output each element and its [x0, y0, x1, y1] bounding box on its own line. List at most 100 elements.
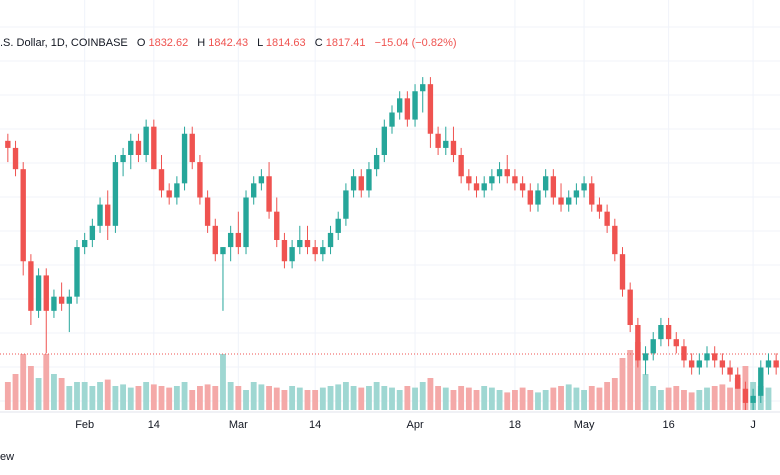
candle-body	[143, 126, 149, 155]
legend-c-value: 1817.41	[326, 37, 366, 49]
candle-body	[366, 169, 372, 191]
volume-bar	[327, 386, 334, 410]
candle	[443, 126, 449, 155]
candle-body	[97, 204, 103, 226]
volume-bar	[419, 382, 426, 410]
candle	[596, 197, 603, 219]
candle-body	[589, 183, 595, 205]
candle	[343, 183, 349, 226]
candle-body	[266, 176, 272, 212]
candle	[673, 332, 679, 354]
candle-body	[627, 289, 633, 325]
legend-change: −15.04 (−0.82%)	[375, 37, 457, 49]
volume-bar	[527, 390, 534, 410]
volume-bar	[197, 386, 203, 410]
candle-body	[166, 190, 172, 198]
candle-body	[151, 126, 157, 170]
candle	[504, 155, 510, 184]
candle-body	[458, 155, 464, 177]
volume-bar	[120, 384, 127, 410]
candle	[366, 162, 372, 198]
candle	[773, 353, 779, 375]
legend-c-label: C	[315, 37, 323, 49]
volume-bar	[657, 390, 664, 410]
candle-body	[527, 190, 533, 205]
candle	[43, 268, 49, 354]
candle-body	[251, 183, 257, 198]
candle-body	[404, 98, 411, 120]
candle-body	[181, 133, 188, 184]
volume-bar	[281, 390, 288, 410]
candle-body	[174, 183, 180, 198]
candle-body	[742, 388, 749, 403]
candle-body	[542, 176, 549, 191]
candle-body	[189, 133, 195, 163]
volume-bar	[481, 386, 488, 410]
candle-body	[496, 169, 503, 177]
volume-bar	[727, 387, 733, 410]
volume-bar	[189, 390, 196, 410]
candle-body	[704, 353, 710, 361]
candle	[35, 268, 42, 318]
candle	[220, 247, 226, 311]
candle	[204, 190, 211, 233]
candle	[97, 197, 103, 233]
volume-bar	[688, 392, 695, 410]
x-tick-label: 16	[662, 419, 674, 431]
volume-bar	[58, 378, 65, 410]
candle	[112, 155, 119, 233]
candle-body	[335, 218, 341, 233]
volume-bar	[20, 354, 27, 410]
volume-bar	[565, 384, 572, 410]
volume-bar	[181, 382, 188, 410]
candle	[489, 169, 495, 191]
candle	[105, 190, 111, 240]
x-tick-label: 14	[309, 419, 321, 431]
candle	[527, 183, 533, 212]
candle-body	[381, 126, 388, 155]
candle-body	[235, 232, 242, 248]
candle-body	[396, 98, 403, 113]
candle-body	[204, 197, 211, 226]
candle	[51, 289, 57, 318]
volume-bar	[204, 384, 211, 410]
volume-bar	[665, 387, 672, 410]
candle	[358, 169, 364, 198]
volume-bar	[166, 387, 173, 410]
candle	[289, 240, 295, 269]
candle-body	[642, 353, 649, 361]
candle	[550, 169, 557, 205]
candle	[327, 225, 334, 255]
volume-bar	[611, 378, 618, 410]
candle	[719, 353, 726, 375]
volume-bar	[704, 387, 710, 410]
legend-o-value: 1832.62	[148, 37, 188, 49]
candle	[166, 183, 172, 205]
candle	[404, 91, 411, 127]
candle-body	[612, 225, 618, 255]
candle	[458, 147, 464, 184]
candle	[373, 147, 380, 177]
candle-body	[35, 275, 42, 311]
candle-body	[489, 176, 495, 184]
candle-body	[435, 133, 441, 148]
legend-o-label: O	[137, 37, 146, 49]
volume-bar	[350, 386, 357, 410]
volume-bar	[627, 350, 634, 410]
volume-bar	[35, 378, 42, 410]
candle	[20, 162, 26, 276]
candle	[681, 339, 687, 368]
volume-bar	[127, 387, 134, 410]
volume-bar	[304, 390, 311, 410]
volume-bar	[319, 387, 326, 410]
candle-body	[750, 395, 756, 403]
candle	[135, 133, 142, 163]
volume-bar	[673, 386, 680, 410]
x-tick-label: May	[574, 419, 595, 431]
volume-bar	[258, 384, 265, 410]
candle	[573, 183, 580, 205]
volume-bar	[342, 382, 349, 410]
volume-bar	[112, 386, 119, 410]
